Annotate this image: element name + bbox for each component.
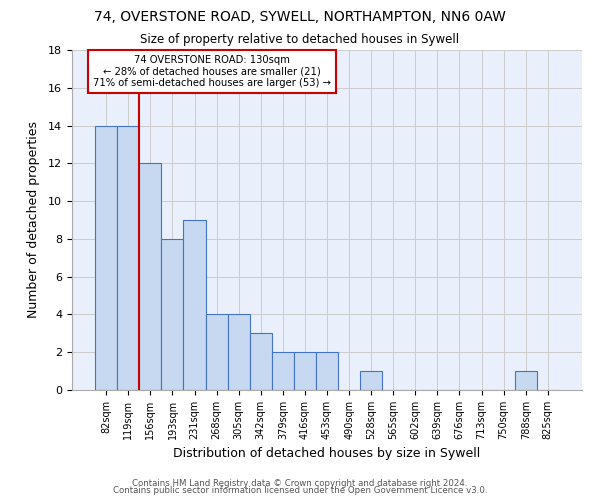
X-axis label: Distribution of detached houses by size in Sywell: Distribution of detached houses by size … [173,448,481,460]
Y-axis label: Number of detached properties: Number of detached properties [27,122,40,318]
Text: Size of property relative to detached houses in Sywell: Size of property relative to detached ho… [140,32,460,46]
Bar [139,164,161,390]
Text: Contains public sector information licensed under the Open Government Licence v3: Contains public sector information licen… [113,486,487,495]
Bar [294,352,316,390]
Bar [184,220,206,390]
Bar [117,126,139,390]
Bar [227,314,250,390]
Bar [515,371,537,390]
Text: Contains HM Land Registry data © Crown copyright and database right 2024.: Contains HM Land Registry data © Crown c… [132,478,468,488]
Text: 74 OVERSTONE ROAD: 130sqm
← 28% of detached houses are smaller (21)
71% of semi-: 74 OVERSTONE ROAD: 130sqm ← 28% of detac… [94,55,331,88]
Bar [250,334,272,390]
Bar [360,371,382,390]
Bar [95,126,117,390]
Bar [206,314,227,390]
Bar [161,239,184,390]
Bar [272,352,294,390]
Bar [316,352,338,390]
Text: 74, OVERSTONE ROAD, SYWELL, NORTHAMPTON, NN6 0AW: 74, OVERSTONE ROAD, SYWELL, NORTHAMPTON,… [94,10,506,24]
